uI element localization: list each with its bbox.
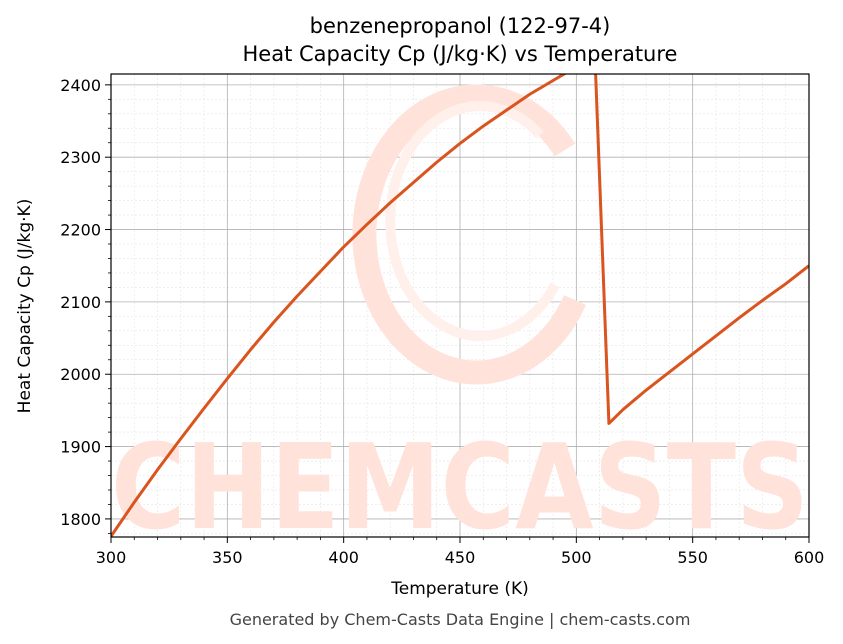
x-tick-label: 550 <box>677 548 708 567</box>
y-tick-labels: 1800 1900 2000 2100 2200 2300 2400 <box>60 76 101 529</box>
y-axis-label: Heat Capacity Cp (J/kg·K) <box>15 199 35 414</box>
axis-ticks <box>105 84 810 543</box>
x-tick-label: 450 <box>445 548 476 567</box>
y-tick-label: 1800 <box>60 510 101 529</box>
x-tick-label: 500 <box>561 548 592 567</box>
series-line <box>111 74 809 537</box>
x-axis-label: Temperature (K) <box>390 579 529 599</box>
x-tick-label: 600 <box>794 548 825 567</box>
x-tick-label: 400 <box>328 548 359 567</box>
y-tick-label: 2300 <box>60 148 101 167</box>
y-tick-label: 2000 <box>60 365 101 384</box>
major-grid <box>111 74 809 537</box>
y-tick-label: 2400 <box>60 76 101 95</box>
y-tick-label: 2200 <box>60 221 101 240</box>
x-tick-label: 300 <box>96 548 127 567</box>
footer-credit: Generated by Chem-Casts Data Engine | ch… <box>230 610 691 629</box>
x-tick-label: 350 <box>212 548 243 567</box>
x-tick-labels: 300 350 400 450 500 550 600 <box>96 548 825 567</box>
chart-subtitle: Heat Capacity Cp (J/kg·K) vs Temperature <box>243 42 678 66</box>
y-tick-label: 1900 <box>60 438 101 457</box>
y-tick-label: 2100 <box>60 293 101 312</box>
watermark-logo-icon <box>352 84 586 385</box>
watermark: CHEMCASTS <box>111 84 809 556</box>
chart-title: benzenepropanol (122-97-4) <box>310 14 611 38</box>
watermark-text: CHEMCASTS <box>111 418 809 556</box>
